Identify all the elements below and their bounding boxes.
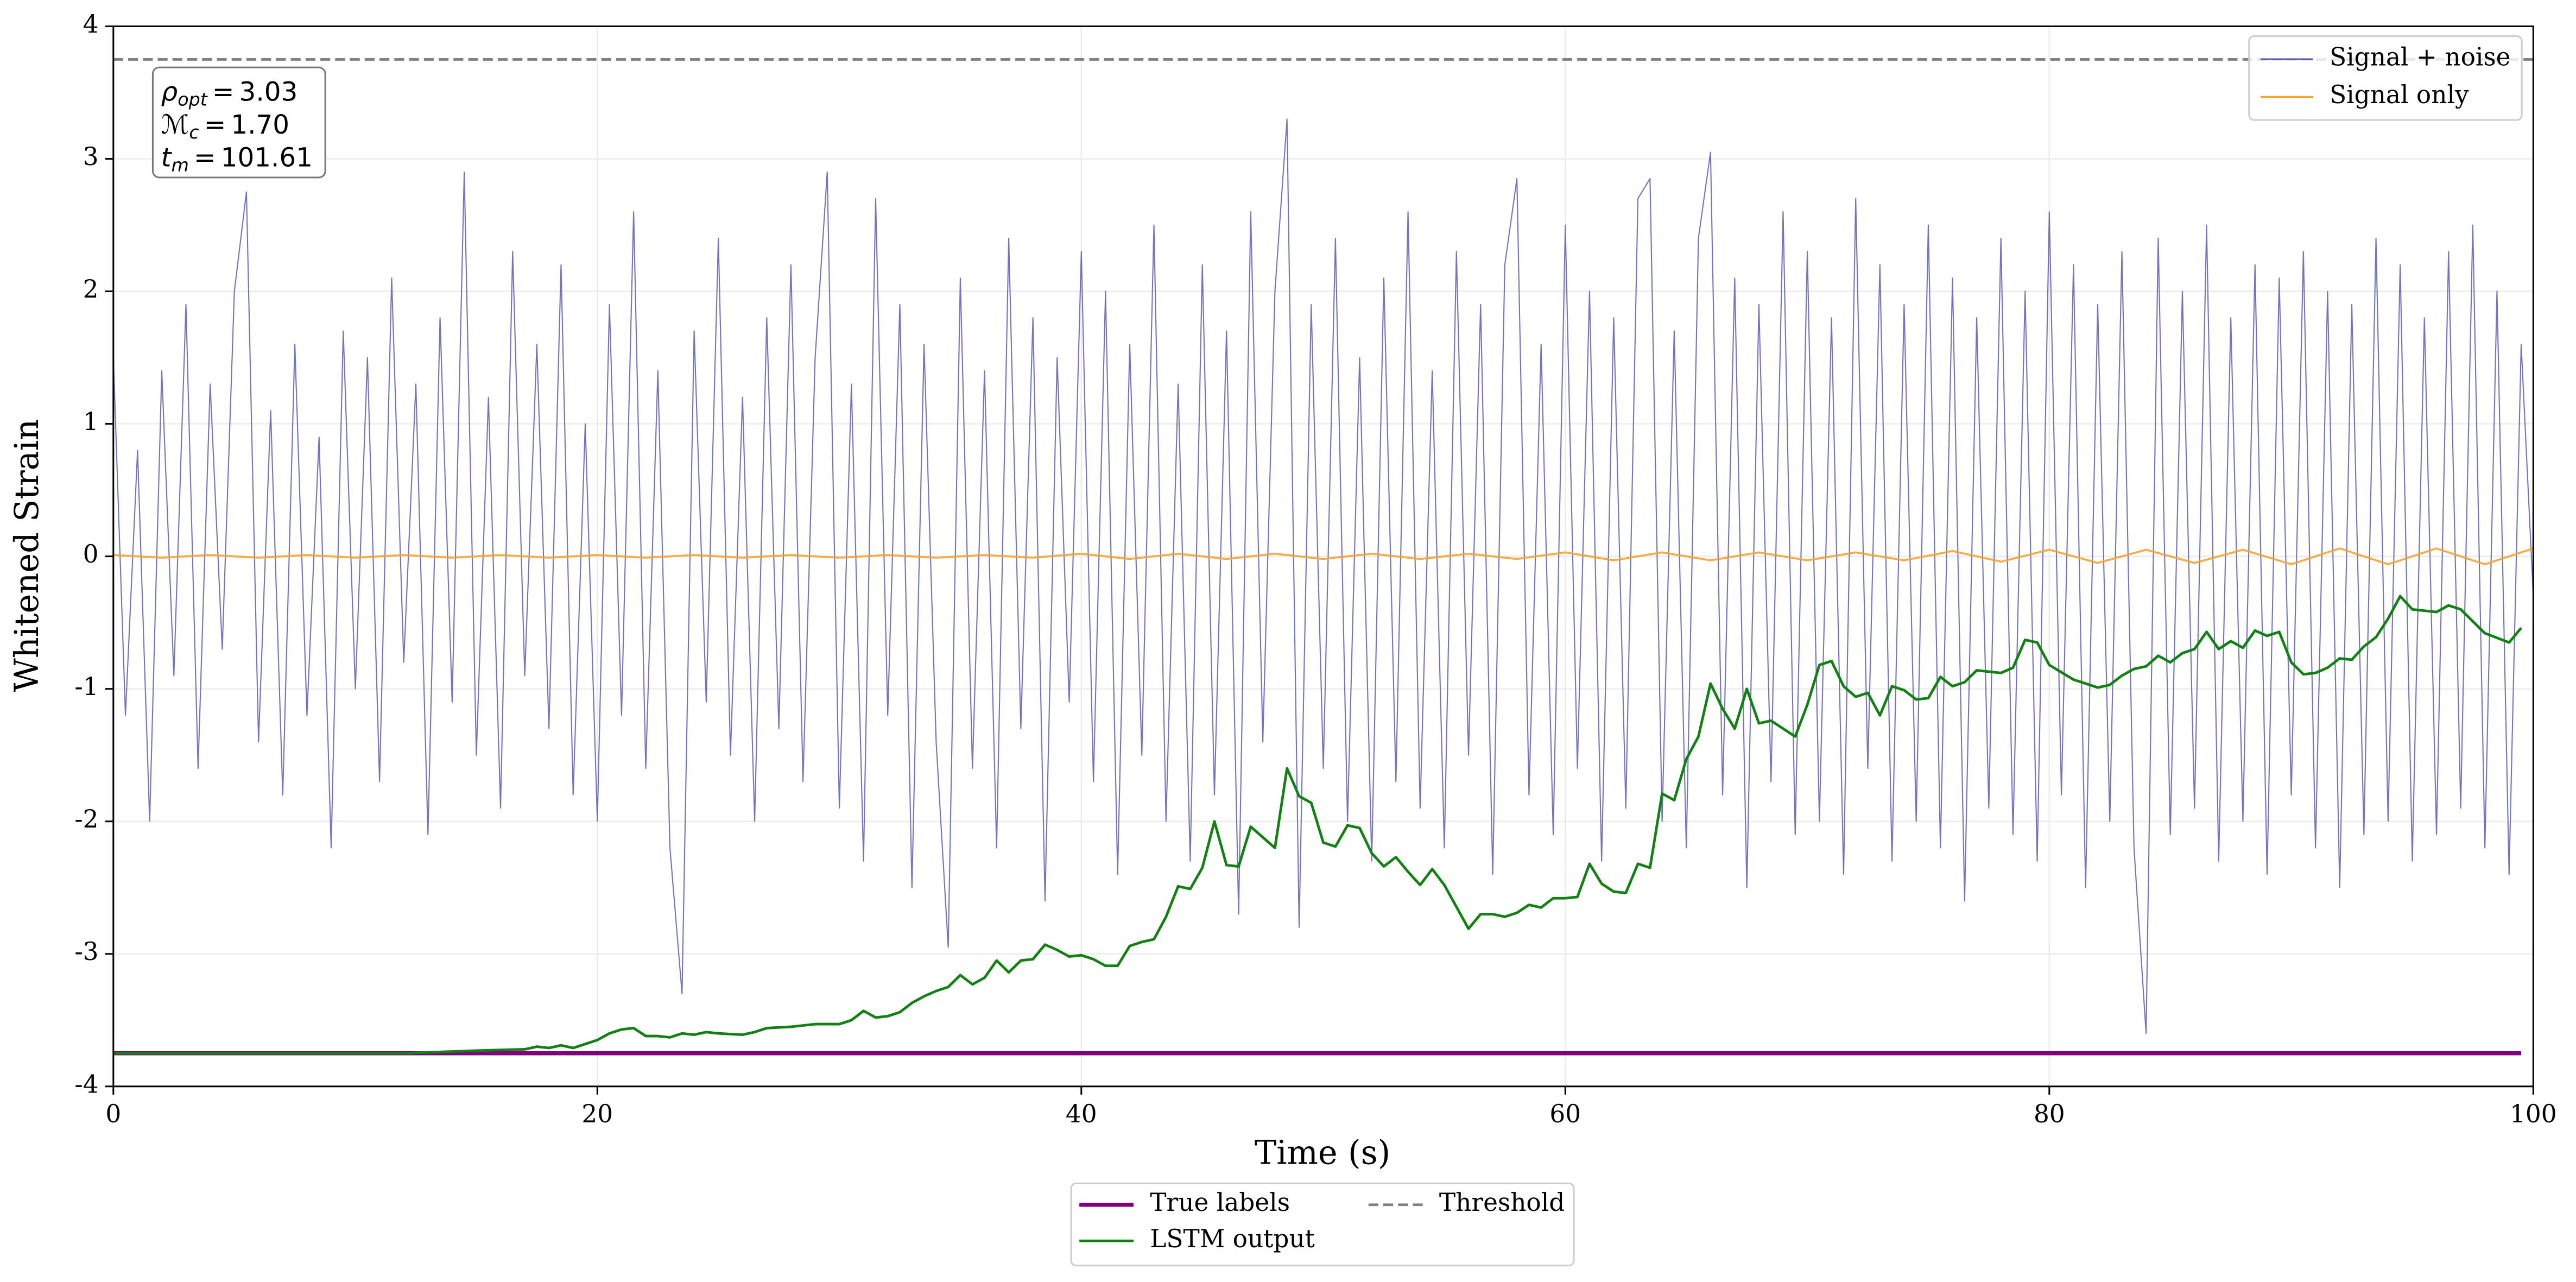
- annotation-relation: =: [204, 110, 226, 140]
- legend-label: True labels: [1150, 1188, 1290, 1217]
- x-tick-label: 60: [1549, 1100, 1581, 1128]
- x-tick-label: 100: [2510, 1100, 2557, 1128]
- y-tick-label: -1: [74, 672, 98, 701]
- x-axis-label: Time (s): [1255, 1134, 1390, 1172]
- annotation-symbol: ρ: [161, 77, 178, 108]
- x-tick-label: 40: [1066, 1100, 1097, 1128]
- series-line: [113, 118, 2534, 1034]
- annotation-relation: =: [212, 77, 235, 108]
- legend-box: [2248, 35, 2523, 121]
- y-axis-label: Whitened Strain: [8, 419, 46, 692]
- annotation-subscript: opt: [178, 89, 208, 110]
- legend-label: Signal + noise: [2330, 42, 2510, 71]
- y-tick-label: 1: [83, 407, 99, 436]
- annotation-relation: =: [194, 143, 216, 173]
- annotation-subscript: m: [172, 154, 189, 175]
- annotation-symbol: t: [161, 143, 173, 173]
- annotation: tm = 101.61: [161, 143, 313, 176]
- annotation-subscript: c: [189, 122, 199, 143]
- axes-frame: [112, 25, 2534, 1088]
- legend-box: [1070, 1182, 1575, 1267]
- legend-label: Threshold: [1439, 1188, 1565, 1217]
- legend-label: Signal only: [2330, 80, 2469, 109]
- x-tick-label: 0: [105, 1100, 121, 1128]
- annotation-value: 101.61: [221, 143, 313, 173]
- series-line: [113, 595, 2522, 1055]
- x-tick-label: 20: [581, 1100, 613, 1128]
- annotation: ℳc = 1.70: [161, 110, 290, 143]
- y-tick-label: 0: [83, 540, 99, 569]
- y-tick-label: -4: [74, 1070, 98, 1098]
- y-tick-label: 2: [83, 275, 99, 304]
- y-tick-label: 4: [83, 10, 99, 39]
- annotation: ρopt = 3.03: [161, 77, 298, 110]
- y-tick-label: -3: [74, 937, 98, 966]
- series-line: [113, 547, 2534, 566]
- x-tick-label: 80: [2034, 1100, 2065, 1128]
- annotation-value: 3.03: [239, 77, 298, 108]
- annotation-symbol: ℳ: [161, 110, 189, 140]
- plot-area: [113, 58, 2534, 1056]
- annotation-box: [151, 66, 326, 179]
- legend-label: LSTM output: [1150, 1224, 1315, 1253]
- y-tick-label: 3: [83, 142, 99, 171]
- annotation-value: 1.70: [231, 110, 289, 140]
- y-tick-label: -2: [74, 805, 98, 833]
